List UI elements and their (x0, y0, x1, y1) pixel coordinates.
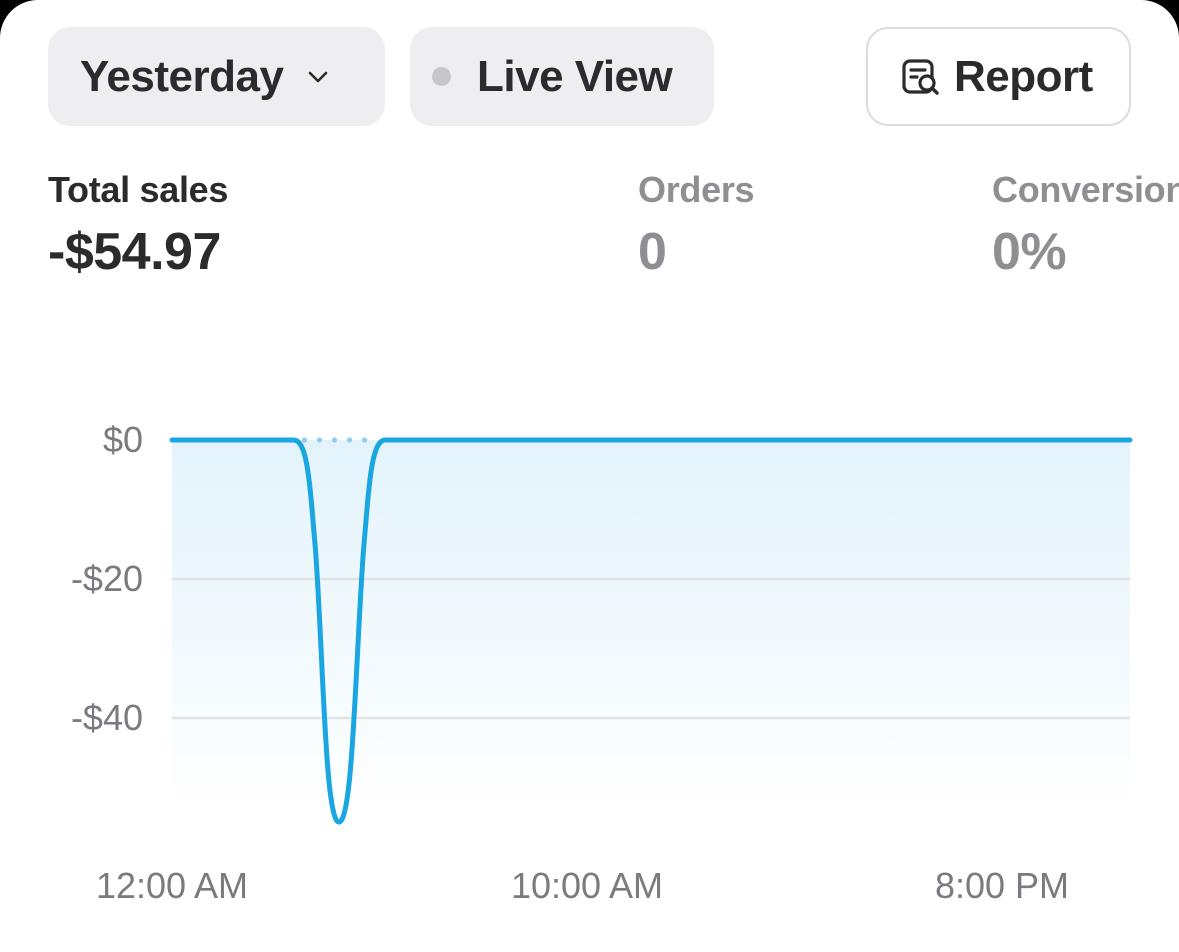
y-tick-label: -$20 (70, 558, 143, 599)
y-tick-label: -$40 (70, 697, 143, 738)
x-tick-label: 12:00 AM (95, 865, 249, 906)
x-tick-label: 8:00 PM (934, 865, 1070, 906)
metric-label: Orders (638, 169, 755, 210)
baseline-dot (316, 437, 323, 443)
metric-label: Conversion rate (992, 169, 1179, 210)
report-button[interactable]: Report (866, 27, 1131, 126)
x-tick-label: 10:00 AM (510, 865, 664, 906)
metric-value: 0% (992, 223, 1067, 281)
chevron-down-icon (309, 71, 328, 82)
status-dot-icon (432, 67, 451, 86)
baseline-dot (301, 437, 308, 443)
report-search-icon (902, 58, 939, 95)
baseline-dot (331, 437, 338, 443)
metric-orders[interactable]: Orders 0 (638, 168, 755, 284)
series-line (169, 437, 1133, 825)
live-view-button[interactable]: Live View (410, 27, 714, 126)
metric-label: Total sales (48, 169, 229, 210)
metric-total-sales[interactable]: Total sales -$54.97 (48, 168, 228, 284)
date-range-label: Yesterday (80, 51, 284, 101)
metric-value: -$54.97 (48, 223, 221, 281)
report-label: Report (954, 51, 1093, 101)
chart-area-fill (172, 440, 1130, 815)
baseline-dot (346, 437, 353, 443)
date-range-dropdown[interactable]: Yesterday (48, 27, 385, 126)
metric-conversion-rate[interactable]: Conversion rate 0% (992, 168, 1179, 284)
metric-value: 0 (638, 223, 667, 281)
baseline-dot (361, 437, 368, 443)
y-tick-label: $0 (102, 419, 143, 460)
live-view-label: Live View (477, 51, 673, 101)
